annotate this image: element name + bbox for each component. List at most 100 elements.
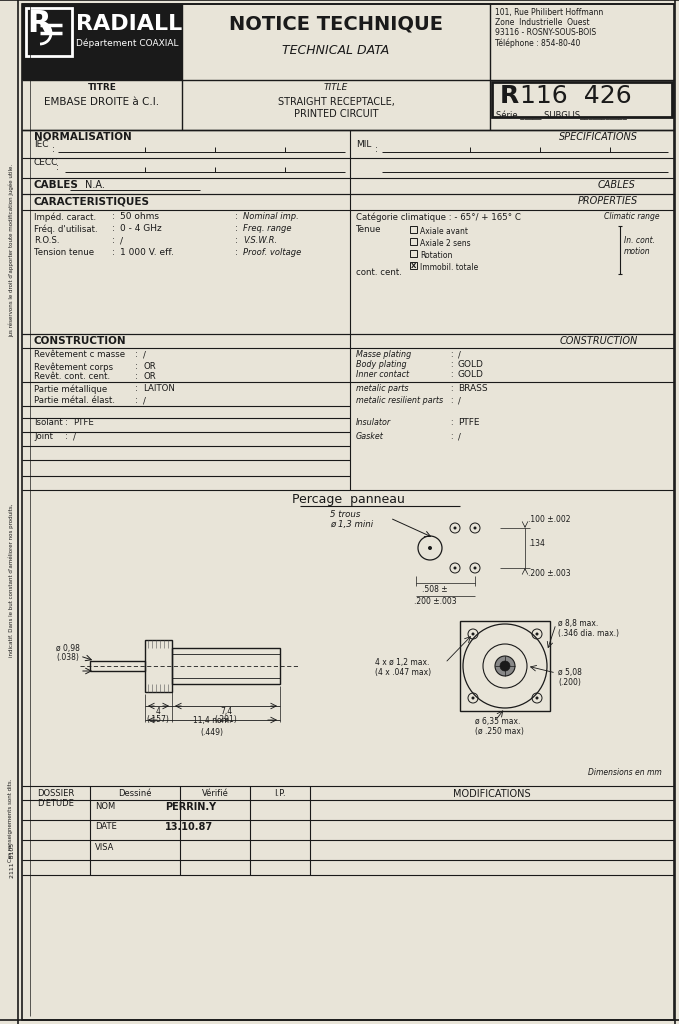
Text: N.A.: N.A. (85, 180, 105, 190)
Text: Tension tenue: Tension tenue (34, 248, 94, 257)
Text: :: : (135, 384, 138, 393)
Text: :: : (65, 432, 68, 441)
Text: :: : (450, 360, 453, 369)
Text: /: / (120, 236, 123, 245)
Text: Percage  panneau: Percage panneau (291, 493, 405, 506)
Text: Dimensions en mm: Dimensions en mm (588, 768, 662, 777)
Text: LAITON: LAITON (143, 384, 175, 393)
Text: Freq. range: Freq. range (243, 224, 291, 233)
Text: Immobil. totale: Immobil. totale (420, 263, 478, 272)
Text: jus réservons le droit d'apporter toute modification jugée utile.: jus réservons le droit d'apporter toute … (8, 164, 14, 337)
Bar (410, 262, 417, 269)
Text: BRASS: BRASS (458, 384, 488, 393)
Text: GOLD: GOLD (458, 360, 484, 369)
Text: Ces renseignements sont dits.: Ces renseignements sont dits. (9, 778, 14, 861)
Text: Axiale avant: Axiale avant (420, 227, 468, 236)
Text: CARACTERISTIQUES: CARACTERISTIQUES (34, 196, 150, 206)
Text: Fréq. d'utilisat.: Fréq. d'utilisat. (34, 224, 98, 233)
Text: indicatif. Dans le but constant d'améliorer nos produits,: indicatif. Dans le but constant d'amélio… (8, 504, 14, 656)
Text: Isolant: Isolant (34, 418, 62, 427)
Bar (410, 250, 417, 257)
Text: ø 6,35 max.: ø 6,35 max. (475, 717, 520, 726)
Bar (172, 648, 280, 684)
Text: /: / (143, 396, 146, 406)
Text: .100 ±.002: .100 ±.002 (528, 515, 570, 524)
Text: 13.10.87: 13.10.87 (165, 822, 213, 831)
Text: :: : (235, 212, 238, 221)
Text: Masse plating: Masse plating (356, 350, 411, 359)
Text: TECHNICAL DATA: TECHNICAL DATA (282, 44, 390, 57)
Text: :: : (235, 248, 238, 257)
Text: Axiale 2 sens: Axiale 2 sens (420, 239, 471, 248)
Text: 7,4: 7,4 (220, 707, 232, 716)
Text: :: : (235, 224, 238, 233)
Text: (.200): (.200) (558, 678, 581, 687)
Text: :: : (450, 396, 453, 406)
Text: Département COAXIAL: Département COAXIAL (76, 38, 179, 47)
Bar (410, 238, 417, 245)
Text: NOTICE TECHNIQUE: NOTICE TECHNIQUE (229, 15, 443, 34)
Text: VISA: VISA (95, 843, 114, 852)
Bar (90, 662, 145, 671)
Text: (.157): (.157) (147, 715, 170, 724)
Text: :: : (375, 145, 378, 154)
Text: /: / (73, 432, 76, 441)
Text: Rotation: Rotation (420, 251, 452, 260)
Text: :: : (56, 163, 59, 172)
Text: metalic parts: metalic parts (356, 384, 409, 393)
Text: Tenue: Tenue (356, 225, 382, 234)
Text: :: : (135, 396, 138, 406)
Text: EMBASE DROITE à C.I.: EMBASE DROITE à C.I. (44, 97, 160, 106)
Text: (.346 dia. max.): (.346 dia. max.) (558, 629, 619, 638)
Text: 2111  8105: 2111 8105 (10, 843, 14, 878)
Text: IEC: IEC (34, 140, 48, 150)
Text: Zone  Industrielle  Ouest: Zone Industrielle Ouest (495, 18, 589, 27)
Text: 93116 - ROSNY-SOUS-BOIS: 93116 - ROSNY-SOUS-BOIS (495, 28, 596, 37)
Text: NORMALISATION: NORMALISATION (34, 132, 132, 142)
Text: CONSTRUCTION: CONSTRUCTION (559, 336, 638, 346)
Text: Catégorie climatique : - 65°/ + 165° C: Catégorie climatique : - 65°/ + 165° C (356, 212, 521, 221)
Circle shape (428, 546, 432, 550)
Text: 5 trous
ø 1,3 mini: 5 trous ø 1,3 mini (330, 510, 373, 529)
Text: OR: OR (143, 362, 155, 371)
Text: DATE: DATE (95, 822, 117, 831)
Text: Insulator: Insulator (356, 418, 391, 427)
Text: RADIALL: RADIALL (76, 14, 182, 34)
Text: Téléphone : 854-80-40: Téléphone : 854-80-40 (495, 38, 581, 47)
Bar (410, 226, 417, 233)
Text: 4 x ø 1,2 max.: 4 x ø 1,2 max. (375, 658, 429, 667)
Text: :: : (450, 432, 453, 441)
Text: Revêtement corps: Revêtement corps (34, 362, 113, 372)
Text: cont. cent.: cont. cent. (356, 268, 402, 278)
Text: metalic resilient parts: metalic resilient parts (356, 396, 443, 406)
Circle shape (473, 566, 477, 569)
Text: Série _____ SUBGLIS___________: Série _____ SUBGLIS___________ (496, 111, 627, 121)
Text: Joint: Joint (34, 432, 53, 441)
Circle shape (473, 526, 477, 529)
Text: Impéd. caract.: Impéd. caract. (34, 212, 96, 221)
Circle shape (536, 696, 538, 699)
Text: .134: .134 (528, 539, 545, 548)
Text: TITRE: TITRE (88, 83, 116, 92)
Text: :: : (450, 418, 453, 427)
Text: :: : (235, 236, 238, 245)
Text: Dessiné: Dessiné (118, 790, 151, 798)
Text: :: : (112, 248, 115, 257)
Text: OR: OR (143, 372, 155, 381)
Text: PTFE: PTFE (458, 418, 479, 427)
Text: STRAIGHT RECEPTACLE,
PRINTED CIRCUIT: STRAIGHT RECEPTACLE, PRINTED CIRCUIT (278, 97, 394, 119)
Text: 101, Rue Philibert Hoffmann: 101, Rue Philibert Hoffmann (495, 8, 603, 17)
Circle shape (454, 526, 456, 529)
Text: :: : (112, 236, 115, 245)
Text: (4 x .047 max): (4 x .047 max) (375, 668, 431, 677)
Text: R: R (27, 9, 50, 38)
Text: Proof. voltage: Proof. voltage (243, 248, 301, 257)
Circle shape (495, 656, 515, 676)
Text: .508 ±: .508 ± (422, 585, 448, 594)
Text: DOSSIER
D'ETUDE: DOSSIER D'ETUDE (37, 790, 75, 808)
Text: 50 ohms: 50 ohms (120, 212, 159, 221)
Text: CONSTRUCTION: CONSTRUCTION (34, 336, 126, 346)
Text: :: : (135, 372, 138, 381)
Text: R: R (500, 84, 519, 108)
Text: 0 - 4 GHz: 0 - 4 GHz (120, 224, 162, 233)
